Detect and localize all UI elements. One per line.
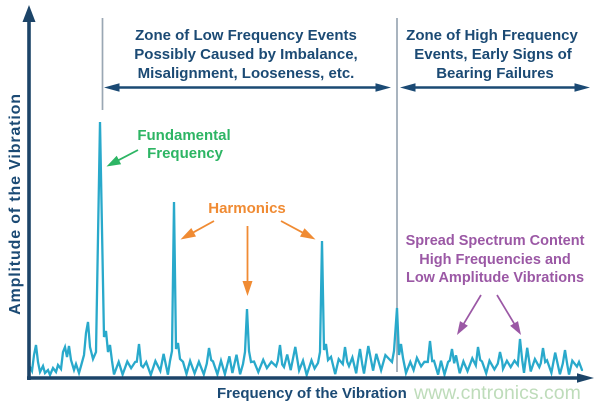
svg-text:Frequency of the Vibration: Frequency of the Vibration: [217, 385, 407, 402]
svg-text:Events, Early Signs of: Events, Early Signs of: [414, 46, 573, 63]
svg-text:High Frequencies and: High Frequencies and: [419, 252, 570, 268]
svg-text:Fundamental: Fundamental: [137, 127, 230, 144]
svg-text:Bearing Failures: Bearing Failures: [436, 65, 554, 82]
svg-text:www.cntronics.com: www.cntronics.com: [413, 382, 581, 404]
svg-text:Frequency: Frequency: [147, 145, 224, 162]
svg-text:Low Amplitude Vibrations: Low Amplitude Vibrations: [406, 270, 584, 286]
svg-text:Harmonics: Harmonics: [208, 200, 286, 217]
svg-text:Zone of High Frequency: Zone of High Frequency: [406, 27, 578, 44]
svg-text:Spread Spectrum Content: Spread Spectrum Content: [406, 233, 585, 249]
svg-text:Possibly Caused by Imbalance,: Possibly Caused by Imbalance,: [134, 46, 357, 63]
svg-text:Amplitude of the Vibration: Amplitude of the Vibration: [7, 93, 24, 315]
svg-text:Zone of Low Frequency Events: Zone of Low Frequency Events: [135, 27, 357, 44]
svg-text:Misalignment, Looseness, etc.: Misalignment, Looseness, etc.: [138, 65, 355, 82]
